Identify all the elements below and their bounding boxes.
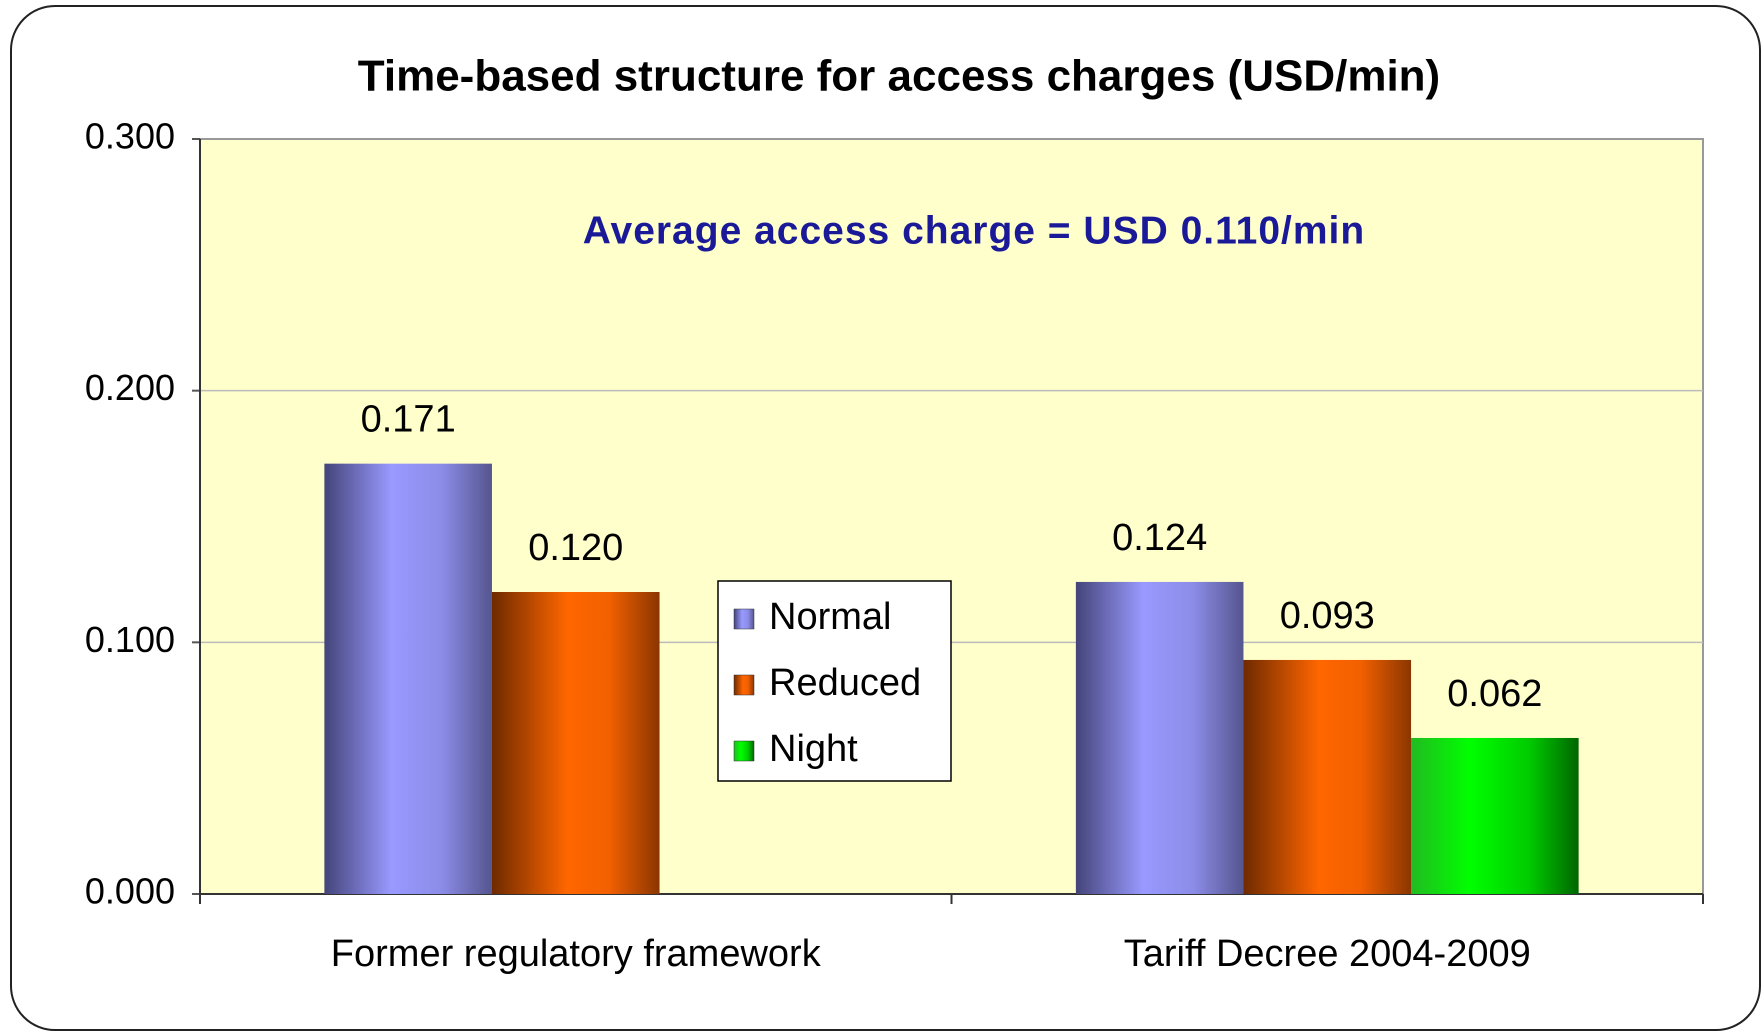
value-label: 0.124 — [1112, 517, 1207, 559]
bar — [1075, 581, 1244, 894]
bar — [1243, 659, 1412, 894]
x-tick-label: Tariff Decree 2004-2009 — [1124, 933, 1531, 975]
y-tick-label: 0.200 — [85, 367, 175, 408]
annotation: Average access charge = USD 0.110/min — [583, 209, 1365, 252]
chart-title: Time-based structure for access charges … — [358, 52, 1440, 101]
legend-swatch — [733, 674, 755, 696]
legend-label: Normal — [769, 596, 891, 638]
value-label: 0.120 — [528, 527, 623, 569]
y-tick-label: 0.000 — [85, 871, 175, 912]
y-tick-label: 0.300 — [85, 116, 175, 157]
bar — [324, 463, 492, 894]
value-label: 0.171 — [361, 399, 456, 441]
x-tick-label: Former regulatory framework — [331, 933, 822, 975]
legend-box — [717, 580, 952, 782]
value-label: 0.062 — [1447, 673, 1542, 715]
legend-label: Reduced — [769, 662, 921, 704]
legend-label: Night — [769, 728, 858, 770]
legend-swatch — [733, 740, 755, 762]
bar — [1411, 737, 1579, 894]
bar — [491, 592, 660, 894]
value-label: 0.093 — [1280, 595, 1375, 637]
y-tick-label: 0.100 — [85, 619, 175, 660]
legend-swatch — [733, 608, 755, 630]
